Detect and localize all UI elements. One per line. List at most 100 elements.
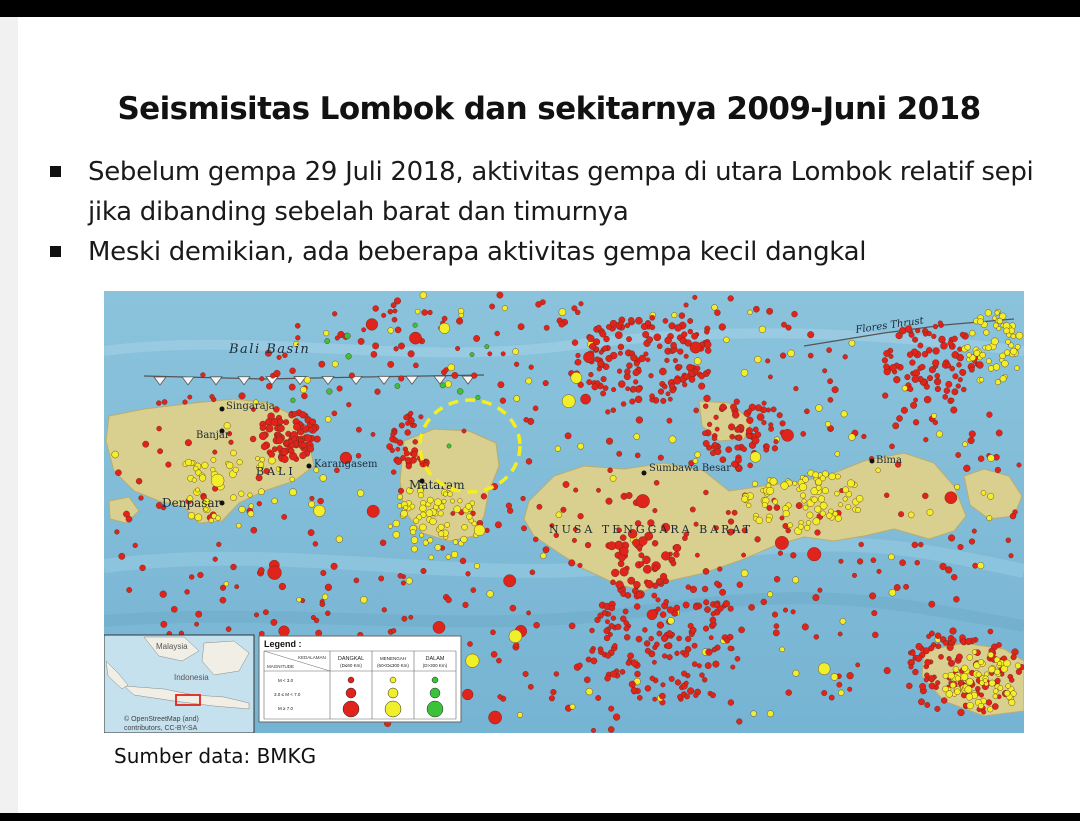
map-canvas: Bali Basin Flores Thrust Singaraja Banja…	[104, 291, 1024, 733]
epicenter-shallow	[260, 443, 269, 451]
epicenter-shallow	[401, 615, 408, 622]
epicenter-shallow	[688, 376, 696, 383]
epicenter-shallow	[299, 451, 307, 460]
epicenter-shallow	[216, 541, 222, 548]
epicenter-shallow	[957, 377, 963, 383]
epicenter-intermediate	[804, 524, 811, 531]
epicenter-shallow	[635, 316, 643, 325]
epicenter-shallow	[615, 623, 622, 630]
epicenter-intermediate	[486, 590, 494, 598]
epicenter-intermediate	[814, 505, 822, 513]
epicenter-shallow	[940, 342, 948, 350]
epicenter-shallow	[915, 654, 923, 662]
epicenter-intermediate	[964, 685, 973, 694]
epicenter-intermediate	[979, 680, 985, 686]
epicenter-shallow	[355, 453, 362, 459]
epicenter-shallow	[597, 360, 605, 367]
epicenter-intermediate	[987, 454, 995, 462]
epicenter-shallow	[278, 582, 287, 591]
epicenter-intermediate	[792, 480, 798, 486]
epicenter-shallow	[304, 434, 312, 442]
epicenter-shallow	[790, 609, 796, 615]
epicenter-shallow	[738, 626, 745, 634]
epicenter-shallow	[624, 322, 631, 329]
epicenter-shallow	[959, 369, 967, 376]
epicenter-intermediate	[450, 498, 455, 504]
epicenter-shallow	[693, 692, 699, 699]
epicenter-shallow	[155, 502, 163, 509]
epicenter-shallow	[884, 492, 890, 499]
epicenter-intermediate	[806, 511, 814, 519]
slide: Seismisitas Lombok dan sekitarnya 2009-J…	[18, 17, 1080, 813]
epicenter-shallow	[773, 504, 781, 511]
epicenter-intermediate	[855, 507, 861, 513]
epicenter-shallow	[838, 558, 844, 564]
epicenter-shallow	[703, 599, 710, 606]
epicenter-intermediate	[802, 504, 809, 511]
epicenter-shallow	[398, 422, 405, 429]
epicenter-intermediate	[840, 410, 848, 418]
nusa-tenggara-barat-label: NUSA TENGGARA BARAT	[549, 523, 753, 536]
epicenter-shallow	[976, 361, 984, 369]
epicenter-intermediate	[445, 554, 452, 560]
epicenter-shallow	[918, 698, 925, 706]
thrust-tooth	[209, 376, 223, 386]
epicenter-shallow	[785, 527, 791, 534]
epicenter-shallow	[513, 642, 520, 648]
epicenter-shallow	[934, 705, 941, 712]
epicenter-intermediate	[513, 395, 520, 402]
epicenter-shallow	[387, 309, 393, 315]
epicenter-intermediate	[997, 685, 1004, 691]
epicenter-intermediate	[996, 326, 1002, 331]
epicenter-shallow	[876, 568, 882, 574]
epicenter-intermediate	[792, 576, 799, 584]
epicenter-shallow	[266, 383, 273, 390]
epicenter-deep	[446, 443, 452, 449]
epicenter-intermediate-large	[750, 451, 762, 463]
epicenter-shallow	[996, 642, 1002, 648]
epicenter-shallow	[968, 366, 975, 373]
epicenter-deep	[439, 382, 446, 389]
epicenter-shallow	[646, 336, 653, 344]
epicenter-shallow	[704, 662, 712, 669]
epicenter-shallow	[649, 324, 656, 331]
legend-symbol-shallow-small	[347, 676, 355, 684]
epicenter-shallow	[522, 671, 529, 678]
epicenter-shallow	[881, 357, 889, 364]
epicenter-shallow	[662, 318, 669, 324]
epicenter-shallow	[731, 509, 738, 516]
epicenter-shallow	[226, 431, 233, 437]
epicenter-shallow	[663, 599, 669, 605]
epicenter-shallow	[230, 563, 237, 571]
epicenter-intermediate	[186, 495, 194, 502]
epicenter-shallow	[756, 413, 765, 421]
epicenter-shallow	[471, 372, 478, 379]
epicenter-shallow	[450, 511, 456, 516]
epicenter-intermediate	[275, 466, 282, 472]
epicenter-shallow	[528, 364, 534, 370]
epicenter-shallow	[908, 664, 914, 670]
inset-indonesia-label: Indonesia	[174, 673, 209, 682]
epicenter-shallow	[560, 506, 567, 513]
epicenter-intermediate	[694, 357, 702, 365]
epicenter-intermediate	[978, 377, 985, 383]
epicenter-shallow	[392, 437, 399, 444]
epicenter-shallow	[253, 612, 259, 618]
epicenter-intermediate	[962, 441, 968, 447]
denpasar-label: Denpasar	[162, 496, 221, 510]
epicenter-shallow	[455, 346, 461, 352]
inset-malaysia-label: Malaysia	[156, 642, 188, 651]
epicenter-shallow	[277, 418, 284, 425]
epicenter-shallow	[238, 392, 246, 400]
epicenter-shallow	[919, 683, 926, 690]
epicenter-shallow	[188, 574, 195, 580]
epicenter-shallow	[760, 598, 767, 606]
epicenter-shallow	[950, 406, 958, 414]
epicenter-shallow	[947, 340, 954, 347]
epicenter-shallow	[746, 433, 752, 440]
slide-title: Seismisitas Lombok dan sekitarnya 2009-J…	[117, 91, 981, 127]
epicenter-shallow	[553, 671, 560, 677]
epicenter-intermediate	[847, 479, 855, 488]
epicenter-shallow	[652, 659, 657, 665]
bullet-text: Meski demikian, ada beberapa aktivitas g…	[88, 237, 867, 267]
